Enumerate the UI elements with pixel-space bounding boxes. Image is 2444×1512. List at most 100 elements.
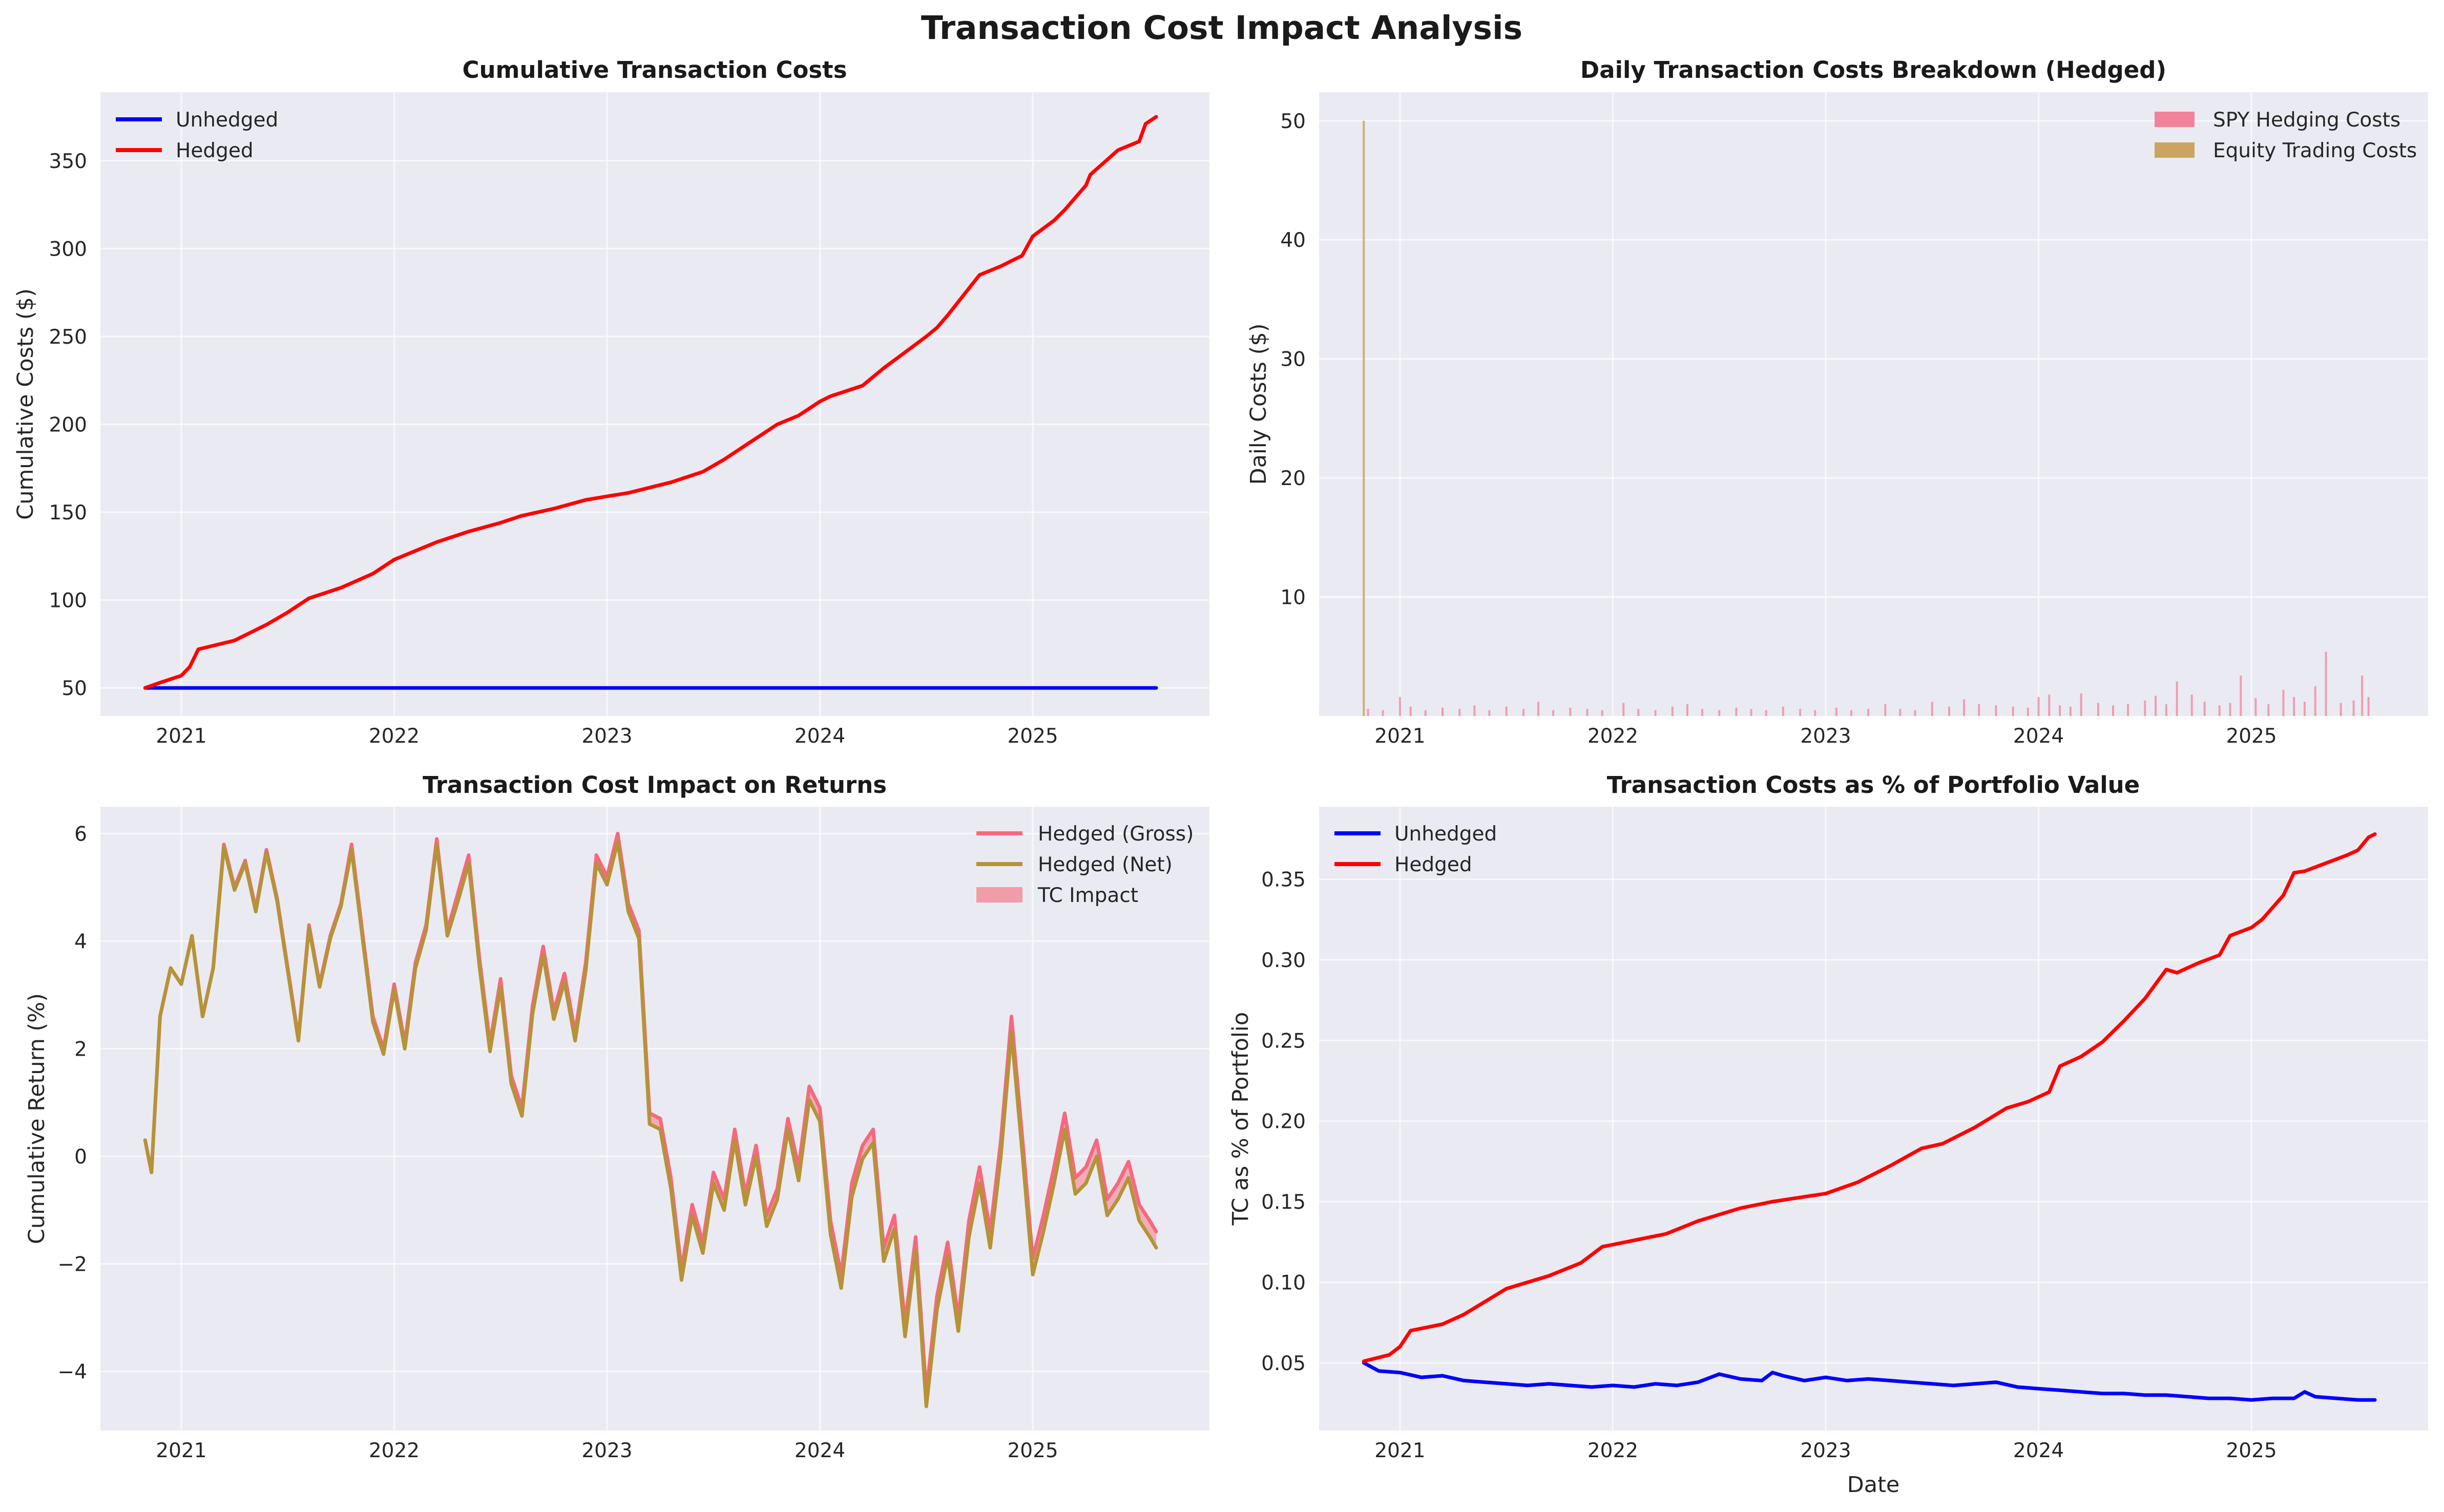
- bar-spy-hedging-cost: [2127, 704, 2129, 716]
- bar-spy-hedging-cost: [2027, 707, 2029, 716]
- gridlines: [1319, 807, 2428, 1431]
- y-axis-label: TC as % of Portfolio: [1228, 1012, 1254, 1226]
- bar-spy-hedging-cost: [1963, 699, 1966, 716]
- bar-spy-hedging-cost: [2367, 697, 2370, 716]
- legend-label-unhedged: Unhedged: [1394, 823, 1497, 846]
- bar-spy-hedging-cost: [2203, 702, 2206, 716]
- bar-spy-hedging-cost: [1537, 702, 1540, 716]
- bar-spy-hedging-cost: [1458, 709, 1461, 716]
- gridlines: [100, 807, 1209, 1431]
- legend-label-hedged: Hedged: [176, 139, 254, 162]
- x-tick-label: 2023: [1800, 725, 1851, 748]
- x-tick-label: 2023: [581, 1439, 632, 1462]
- bar-spy-hedging-cost: [1978, 704, 1980, 716]
- bar-spy-hedging-cost: [2339, 703, 2342, 716]
- x-tick-label: 2025: [2226, 1439, 2276, 1462]
- y-tick-label: 0: [74, 1146, 87, 1169]
- y-tick-label: 6: [74, 823, 87, 846]
- panel-title: Daily Transaction Costs Breakdown (Hedge…: [1580, 56, 2166, 83]
- bar-spy-hedging-cost: [1782, 706, 1784, 716]
- gridlines: [1319, 92, 2428, 716]
- bar-spy-hedging-cost: [2190, 695, 2193, 716]
- x-tick-label: 2022: [1587, 725, 1638, 748]
- bar-spy-hedging-cost: [1601, 710, 1603, 716]
- tick-labels: 2021 2022 2023 2024 2025 10 20 30 40 50: [1280, 110, 2276, 748]
- bar-spy-hedging-cost: [1382, 710, 1384, 716]
- x-tick-label: 2022: [369, 1439, 420, 1462]
- bar-spy-hedging-cost: [1552, 710, 1555, 716]
- x-tick-label: 2025: [1007, 725, 1058, 748]
- bar-equity-trading-cost: [1363, 120, 1365, 716]
- bar-spy-hedging-cost: [1884, 704, 1887, 716]
- x-axis-label: Date: [1847, 1472, 1900, 1498]
- figure-title: Transaction Cost Impact Analysis: [921, 9, 1522, 47]
- panel-daily-costs: 2021 2022 2023 2024 2025 10 20 30 40 50 Daily Tra…: [1246, 56, 2428, 748]
- bar-spy-hedging-cost: [1505, 706, 1508, 716]
- bar-spy-hedging-cost: [2176, 681, 2178, 716]
- x-tick-label: 2021: [1374, 725, 1425, 748]
- panel-title: Transaction Costs as % of Portfolio Valu…: [1607, 771, 2140, 799]
- bar-spy-hedging-cost: [1522, 709, 1524, 716]
- bar-spy-hedging-cost: [1931, 702, 1933, 716]
- y-tick-label: −4: [58, 1361, 88, 1384]
- y-tick-label: 300: [49, 238, 87, 261]
- bar-spy-hedging-cost: [2240, 675, 2242, 716]
- legend-label-gross: Hedged (Gross): [1038, 823, 1194, 846]
- bar-spy-hedging-cost: [1488, 710, 1491, 716]
- series-line-hedged: [143, 115, 1158, 690]
- x-tick-label: 2024: [795, 1439, 845, 1462]
- bar-spy-hedging-cost: [1948, 706, 1951, 716]
- bar-spy-hedging-cost: [2012, 706, 2014, 716]
- y-tick-label: 0.25: [1261, 1030, 1306, 1053]
- bar-spy-hedging-cost: [2314, 686, 2316, 716]
- bar-spy-hedging-cost: [2144, 700, 2146, 716]
- panel-tc-percent: 2021 2022 2023 2024 2025 0.05 0.10 0.15 0.20 0.25…: [1228, 771, 2428, 1498]
- bar-spy-hedging-cost: [1799, 709, 1802, 716]
- bar-spy-hedging-cost: [2112, 705, 2114, 716]
- y-tick-label: 20: [1280, 467, 1306, 490]
- bar-spy-hedging-cost: [1701, 709, 1703, 716]
- legend: Unhedged Hedged: [1334, 823, 1497, 876]
- chart-marks: [1362, 832, 2377, 1402]
- bar-spy-hedging-cost: [2352, 700, 2355, 716]
- x-tick-label: 2021: [156, 725, 206, 748]
- x-tick-label: 2022: [1587, 1439, 1638, 1462]
- series-line-hedged-net: [143, 839, 1158, 1409]
- x-tick-label: 2023: [1800, 1439, 1851, 1462]
- bar-spy-hedging-cost: [2325, 652, 2327, 716]
- legend-swatch-spy: [2155, 112, 2195, 127]
- bar-spy-hedging-cost: [1586, 709, 1589, 716]
- bar-spy-hedging-cost: [1442, 707, 1444, 716]
- y-tick-label: 350: [49, 150, 87, 173]
- bar-spy-hedging-cost: [1914, 710, 1916, 716]
- panel-title: Cumulative Transaction Costs: [463, 56, 847, 83]
- x-tick-label: 2021: [156, 1439, 206, 1462]
- plot-area: [1319, 807, 2428, 1431]
- chart-marks: [143, 832, 1158, 1409]
- y-tick-label: 0.15: [1261, 1191, 1306, 1214]
- y-axis-label: Cumulative Costs ($): [13, 288, 38, 520]
- bar-spy-hedging-cost: [1654, 710, 1657, 716]
- y-tick-label: 50: [1280, 110, 1306, 133]
- series-line-hedged: [1362, 832, 2377, 1363]
- bar-spy-hedging-cost: [1637, 709, 1640, 716]
- y-tick-label: 10: [1280, 586, 1306, 610]
- bar-spy-hedging-cost: [1622, 703, 1625, 716]
- bar-spy-hedging-cost: [2303, 702, 2306, 716]
- y-axis-label: Daily Costs ($): [1246, 323, 1271, 485]
- bar-spy-hedging-cost: [1735, 707, 1738, 716]
- bar-spy-hedging-cost: [2229, 703, 2231, 716]
- bar-spy-hedging-cost: [2254, 698, 2257, 716]
- y-tick-label: 0.20: [1261, 1110, 1306, 1133]
- tick-labels: 2021 2022 2023 2024 2025 −4 −2 0 2 4 6: [58, 823, 1058, 1463]
- y-axis-label: Cumulative Return (%): [24, 993, 50, 1244]
- bar-spy-hedging-cost: [2267, 704, 2270, 716]
- bar-spy-hedging-cost: [1718, 710, 1721, 716]
- x-tick-label: 2023: [581, 725, 632, 748]
- bar-spy-hedging-cost: [1424, 710, 1427, 716]
- bar-spy-hedging-cost: [1995, 705, 1997, 716]
- bar-spy-hedging-cost: [2282, 689, 2285, 716]
- bar-spy-hedging-cost: [2097, 703, 2099, 716]
- bar-spy-hedging-cost: [1867, 709, 1870, 716]
- y-tick-label: 0.10: [1261, 1271, 1306, 1294]
